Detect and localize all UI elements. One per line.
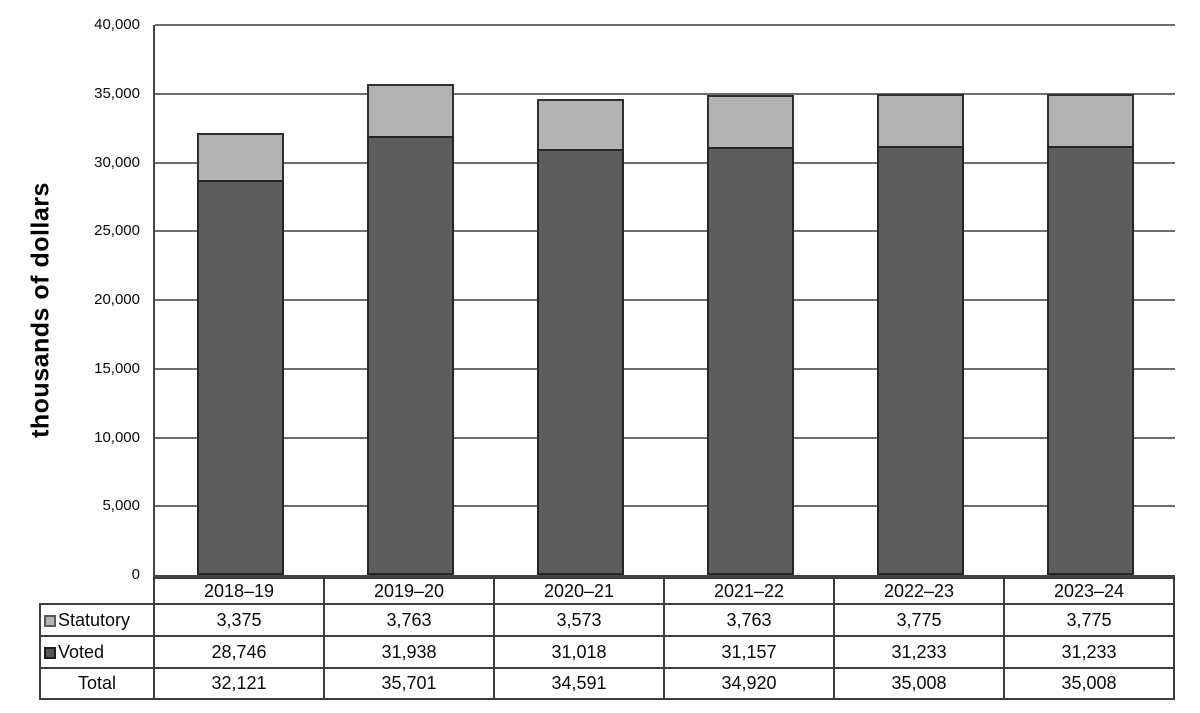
table-value-cell: 3,763	[663, 603, 835, 637]
y-tick-label: 35,000	[94, 84, 140, 102]
table-year-header: 2018–19	[153, 577, 325, 605]
bar-segment-statutory	[366, 84, 454, 136]
gridline	[155, 161, 1175, 164]
table-value-cell: 31,233	[1003, 635, 1175, 669]
bar-segment-voted	[366, 135, 454, 575]
table-row-total: Total 32,121 35,701 34,591 34,920 35,008 35,00…	[39, 667, 1175, 700]
bar-2018–19	[196, 133, 284, 575]
gridline	[155, 92, 1175, 95]
row-label: Statutory	[58, 609, 131, 630]
bar-2021–22	[706, 94, 794, 575]
bar-segment-voted	[706, 146, 794, 575]
plot-area	[153, 24, 1175, 577]
y-tick-label: 10,000	[94, 428, 140, 446]
table-year-header: 2023–24	[1003, 577, 1175, 605]
data-table: 2018–19 2019–20 2020–21 2021–22 2022–23 2023–…	[39, 577, 1175, 700]
gridline	[155, 505, 1175, 508]
table-row-statutory: Statutory 3,375 3,763 3,573 3,763 3,775 3,775	[39, 603, 1175, 637]
table-row-label-cell: Voted	[39, 635, 155, 669]
y-tick-label: 0	[131, 566, 140, 583]
table-value-cell: 31,018	[493, 635, 665, 669]
table-row-label-cell: Statutory	[39, 603, 155, 637]
y-tick-label: 5,000	[102, 497, 140, 515]
bar-segment-voted	[536, 148, 624, 575]
bar-segment-statutory	[536, 99, 624, 149]
table-value-cell: 34,591	[493, 667, 665, 700]
legend-swatch-voted-icon	[44, 646, 56, 659]
table-value-cell: 34,920	[663, 667, 835, 700]
table-value-cell: 3,763	[323, 603, 495, 637]
table-value-cell: 35,008	[833, 667, 1005, 700]
y-axis-title: thousands of dollars	[26, 182, 55, 438]
data-table-body: 2018–19 2019–20 2020–21 2021–22 2022–23 2023–…	[39, 577, 1175, 700]
bar-segment-statutory	[1046, 93, 1134, 146]
gridline	[155, 299, 1175, 301]
bar-2022–23	[876, 93, 964, 575]
table-year-header: 2020–21	[493, 577, 665, 605]
gridline	[155, 230, 1175, 233]
gridline	[155, 436, 1175, 439]
bar-2020–21	[536, 99, 624, 575]
table-value-cell: 32,121	[153, 667, 325, 700]
legend-swatch-statutory-icon	[44, 614, 56, 627]
table-value-cell: 28,746	[153, 635, 325, 669]
bar-2023–24	[1046, 93, 1134, 575]
bar-segment-statutory	[196, 133, 284, 180]
bar-segment-voted	[876, 145, 964, 575]
y-tick-label: 40,000	[94, 16, 140, 33]
row-label: Voted	[58, 641, 105, 662]
y-tick-label: 30,000	[94, 153, 140, 171]
bar-segment-statutory	[876, 93, 964, 146]
table-year-header: 2019–20	[323, 577, 495, 605]
bar-segment-voted	[1046, 145, 1134, 575]
row-label: Total	[77, 673, 117, 693]
gridline	[155, 24, 1175, 26]
bar-segment-statutory	[706, 94, 794, 147]
table-value-cell: 3,573	[493, 603, 665, 637]
table-value-cell: 35,701	[323, 667, 495, 700]
table-value-cell: 3,375	[153, 603, 325, 637]
y-tick-label: 20,000	[94, 291, 140, 308]
table-corner-blank	[40, 578, 154, 604]
table-value-cell: 3,775	[833, 603, 1005, 637]
bar-2019–20	[366, 84, 454, 575]
y-tick-label: 25,000	[94, 222, 140, 240]
table-value-cell: 31,233	[833, 635, 1005, 669]
table-row-label-cell: Total	[39, 667, 155, 700]
table-value-cell: 31,938	[323, 635, 495, 669]
table-row-voted: Voted 28,746 31,938 31,018 31,157 31,233 31,23…	[39, 635, 1175, 669]
gridline	[155, 367, 1175, 370]
table-value-cell: 31,157	[663, 635, 835, 669]
table-value-cell: 35,008	[1003, 667, 1175, 700]
y-tick-label: 15,000	[94, 359, 140, 377]
table-year-header: 2021–22	[663, 577, 835, 605]
table-year-header: 2022–23	[833, 577, 1005, 605]
table-value-cell: 3,775	[1003, 603, 1175, 637]
bar-segment-voted	[196, 179, 284, 575]
